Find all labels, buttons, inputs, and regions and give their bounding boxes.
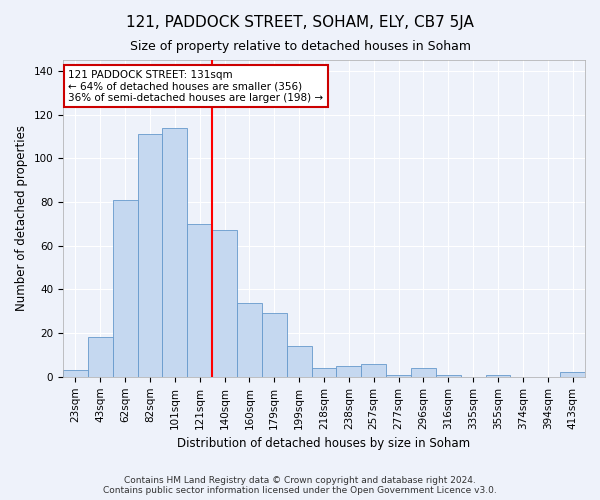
- Bar: [386, 374, 411, 377]
- Text: Contains HM Land Registry data © Crown copyright and database right 2024.
Contai: Contains HM Land Registry data © Crown c…: [103, 476, 497, 495]
- Bar: [137, 134, 163, 377]
- Bar: [163, 128, 187, 377]
- Bar: [212, 230, 237, 377]
- Bar: [436, 374, 461, 377]
- Bar: [187, 224, 212, 377]
- Text: 121, PADDOCK STREET, SOHAM, ELY, CB7 5JA: 121, PADDOCK STREET, SOHAM, ELY, CB7 5JA: [126, 15, 474, 30]
- Bar: [361, 364, 386, 377]
- Bar: [63, 370, 88, 377]
- Bar: [411, 368, 436, 377]
- Bar: [237, 302, 262, 377]
- Bar: [337, 366, 361, 377]
- X-axis label: Distribution of detached houses by size in Soham: Distribution of detached houses by size …: [178, 437, 470, 450]
- Text: Size of property relative to detached houses in Soham: Size of property relative to detached ho…: [130, 40, 470, 53]
- Y-axis label: Number of detached properties: Number of detached properties: [15, 126, 28, 312]
- Bar: [560, 372, 585, 377]
- Text: 121 PADDOCK STREET: 131sqm
← 64% of detached houses are smaller (356)
36% of sem: 121 PADDOCK STREET: 131sqm ← 64% of deta…: [68, 70, 323, 102]
- Bar: [113, 200, 137, 377]
- Bar: [311, 368, 337, 377]
- Bar: [88, 338, 113, 377]
- Bar: [262, 314, 287, 377]
- Bar: [287, 346, 311, 377]
- Bar: [485, 374, 511, 377]
